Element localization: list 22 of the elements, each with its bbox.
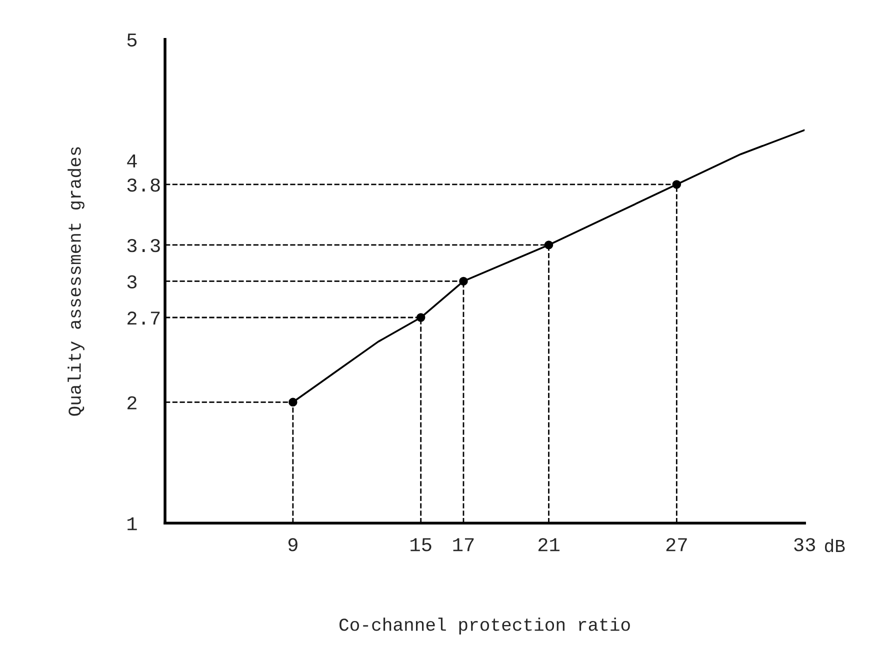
y-tick-label: 4 bbox=[127, 154, 137, 168]
y-tick-label: 5 bbox=[127, 34, 137, 47]
y-tick-label: 3.3 bbox=[127, 238, 160, 252]
x-tick-label: 21 bbox=[538, 538, 560, 552]
x-tick-label: 33 bbox=[794, 538, 816, 552]
x-tick-label: 9 bbox=[288, 538, 298, 552]
x-tick-label: 15 bbox=[410, 538, 432, 552]
point bbox=[544, 240, 554, 250]
x-tick-label: 17 bbox=[453, 538, 474, 552]
y-axis-title: Quality assessment grades bbox=[68, 147, 84, 416]
text: dB bbox=[824, 538, 845, 552]
y-tick-label: 3 bbox=[127, 275, 137, 288]
y-tick-label: 3.8 bbox=[127, 178, 160, 192]
point bbox=[459, 276, 468, 286]
point bbox=[672, 180, 682, 189]
y-tick-label: 1 bbox=[128, 517, 137, 530]
y-tick-label: 2 bbox=[128, 396, 136, 410]
point bbox=[416, 313, 426, 322]
point bbox=[288, 398, 298, 407]
x-axis-title: Co-channel protection ratio bbox=[340, 618, 630, 634]
x-tick-label: 27 bbox=[666, 538, 687, 552]
y-tick-label: 2.7 bbox=[128, 312, 160, 325]
